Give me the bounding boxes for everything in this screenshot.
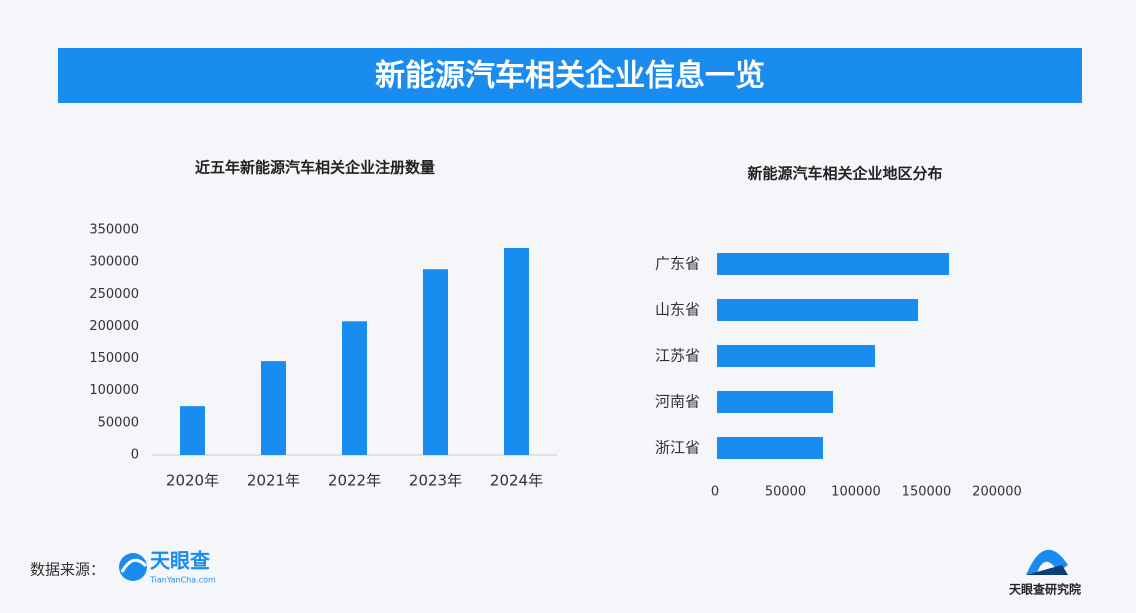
y-tick-label: 300000 [89,255,139,270]
bar [504,248,529,455]
y-tick-label: 200000 [89,319,139,334]
y-tick-label: 50000 [98,415,139,430]
bar [717,253,950,275]
y-tick-label: 河南省 [655,393,700,411]
x-tick-label: 2022年 [328,472,381,490]
y-tick-label: 江苏省 [655,347,700,365]
y-tick-label: 浙江省 [655,439,700,457]
y-tick-label: 350000 [89,223,139,238]
bar [717,391,834,413]
x-tick-label: 2021年 [247,472,300,490]
x-tick-label: 100000 [831,485,881,500]
y-tick-label: 100000 [89,383,139,398]
x-tick-label: 50000 [765,485,806,500]
source-label: 数据来源： [30,561,105,579]
title-bar [58,48,1082,103]
chart-title: 近五年新能源汽车相关企业注册数量 [195,159,435,177]
bar [423,269,448,455]
y-tick-label: 150000 [89,351,139,366]
y-tick-label: 250000 [89,287,139,302]
y-tick-label: 山东省 [655,301,700,319]
x-tick-label: 150000 [902,485,952,500]
brand-name: 天眼查研究院 [1009,582,1081,597]
x-tick-label: 2024年 [490,472,543,490]
brand-icon-base [1026,565,1068,575]
page-title: 新能源汽车相关企业信息一览 [375,59,765,94]
logo-url: TianYanCha.com [149,576,216,585]
x-tick-label: 2020年 [166,472,219,490]
bar [717,345,876,367]
bar [342,321,367,455]
logo-text: 天眼查 [150,549,210,573]
x-tick-label: 2023年 [409,472,462,490]
bar [717,299,919,321]
y-tick-label: 广东省 [655,255,700,273]
x-tick-label: 200000 [972,485,1022,500]
logo-icon-detail [120,558,148,573]
bar [261,361,286,455]
y-tick-label: 0 [131,448,139,463]
x-tick-label: 0 [711,485,719,500]
bar [717,437,824,459]
chart-title: 新能源汽车相关企业地区分布 [747,165,942,183]
logo-icon [119,553,147,581]
bar [180,406,205,455]
